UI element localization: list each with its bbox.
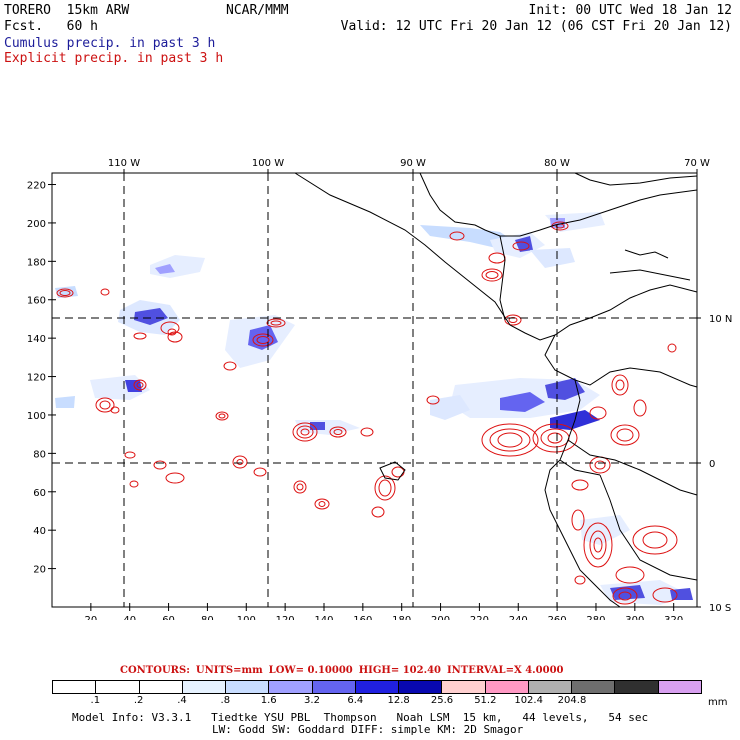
model-title: TORERO 15km ARW (4, 3, 130, 18)
y-tick-label: 140 (27, 334, 46, 345)
x-tick-label: 80 (201, 615, 214, 620)
longitude-label: 100 W (252, 158, 284, 169)
y-tick-label: 180 (27, 257, 46, 268)
color-scale-ticks: .1 .2 .4 .8 1.6 3.2 6.4 12.8 25.6 51.2 102.4 204.8 (52, 695, 702, 707)
x-tick-label: 180 (392, 615, 411, 620)
axis-ticks (48, 169, 701, 611)
color-scale-tick: .4 (177, 695, 187, 706)
color-scale-cell (572, 681, 616, 693)
y-tick-label: 160 (27, 296, 46, 307)
color-scale-cell (53, 681, 97, 693)
lat-lon-grid (52, 173, 697, 607)
forecast-hour: Fcst. 60 h (4, 19, 98, 34)
x-tick-label: 200 (431, 615, 450, 620)
x-tick-label: 60 (162, 615, 175, 620)
color-scale-tick: 1.6 (260, 695, 277, 706)
contour-info: CONTOURS: UNITS=mm LOW= 0.10000 HIGH= 102.4… (120, 665, 569, 676)
color-scale-tick: 6.4 (347, 695, 364, 706)
x-tick-label: 160 (353, 615, 372, 620)
y-tick-label: 100 (27, 411, 46, 422)
contour-label: CONTOURS: (120, 665, 190, 676)
organization: NCAR/MMM (226, 3, 289, 18)
x-tick-label: 300 (625, 615, 644, 620)
legend-explicit: Explicit precip. in past 3 h (4, 51, 224, 66)
y-tick-label: 200 (27, 219, 46, 230)
color-scale-cell (139, 681, 183, 693)
y-tick-label: 40 (33, 526, 46, 537)
color-scale-cell (226, 681, 270, 693)
longitude-label: 90 W (400, 158, 426, 169)
color-scale-cell (399, 681, 443, 693)
physics-info: LW: Godd SW: Goddard DIFF: simple KM: 2D… (212, 723, 524, 736)
color-scale-tick: 12.8 (387, 695, 410, 706)
init-time: Init: 00 UTC Wed 18 Jan 12 (528, 3, 733, 18)
color-scale-tick: .2 (133, 695, 144, 706)
y-tick-label: 20 (33, 565, 46, 576)
color-scale-tick: 25.6 (430, 695, 454, 706)
color-scale-cell (182, 681, 227, 693)
map-frame (51, 172, 698, 608)
x-tick-label: 100 (237, 615, 256, 620)
model-info: Model Info: V3.3.1 Tiedtke YSU PBL Thomp… (72, 711, 649, 724)
color-scale-cell (355, 681, 400, 693)
color-scale-tick: 3.2 (304, 695, 320, 706)
longitude-label: 110 W (108, 158, 140, 169)
x-tick-label: 220 (470, 615, 489, 620)
color-scale-cell (96, 681, 140, 693)
color-scale-cell (269, 681, 313, 693)
longitude-label: 80 W (544, 158, 570, 169)
color-scale-unit: mm (708, 697, 728, 708)
contour-high: HIGH= 102.40 (358, 665, 441, 676)
y-tick-label: 80 (33, 449, 46, 460)
color-scale-cell (442, 681, 486, 693)
color-scale-tick: .1 (90, 695, 101, 706)
latitude-label: 10 N (709, 314, 732, 325)
y-tick-label: 220 (27, 181, 46, 192)
x-tick-label: 20 (84, 615, 97, 620)
contour-units: UNITS=mm (195, 665, 263, 676)
contour-low: LOW= 0.10000 (268, 665, 353, 676)
x-tick-label: 240 (509, 615, 528, 620)
longitude-label: 70 W (684, 158, 710, 169)
color-scale-tick: 51.2 (474, 695, 497, 706)
x-tick-label: 280 (586, 615, 605, 620)
y-tick-label: 60 (33, 488, 46, 499)
contour-interval: INTERVAL=X 4.0000 (446, 665, 564, 676)
color-scale-bar (52, 680, 702, 694)
legend-cumulus: Cumulus precip. in past 3 h (4, 36, 216, 51)
explicit-precip-layer (56, 221, 678, 605)
x-tick-label: 40 (123, 615, 136, 620)
x-tick-label: 260 (548, 615, 567, 620)
precip-map: 220 200 180 160 140 120 100 80 60 40 20 20 40 60 80 100… (27, 158, 732, 620)
color-scale-tick: .8 (220, 695, 231, 706)
coastlines (294, 172, 698, 608)
y-tick-label: 120 (27, 373, 46, 384)
x-tick-label: 320 (664, 615, 683, 620)
color-scale-tick: 102.4 (514, 695, 543, 706)
x-tick-label: 120 (276, 615, 295, 620)
color-scale-tick: 204.8 (557, 695, 587, 706)
valid-time: Valid: 12 UTC Fri 20 Jan 12 (06 CST Fri … (340, 19, 732, 34)
color-scale-cell (485, 681, 529, 693)
x-tick-label: 140 (314, 615, 333, 620)
color-scale-cell (615, 681, 659, 693)
cumulus-precip-layer (55, 212, 693, 605)
latitude-label: 10 S (709, 603, 731, 614)
color-scale-cell (312, 681, 356, 693)
color-scale-cell (658, 681, 701, 693)
latitude-label: 0 (709, 459, 715, 470)
color-scale-cell (528, 681, 573, 693)
